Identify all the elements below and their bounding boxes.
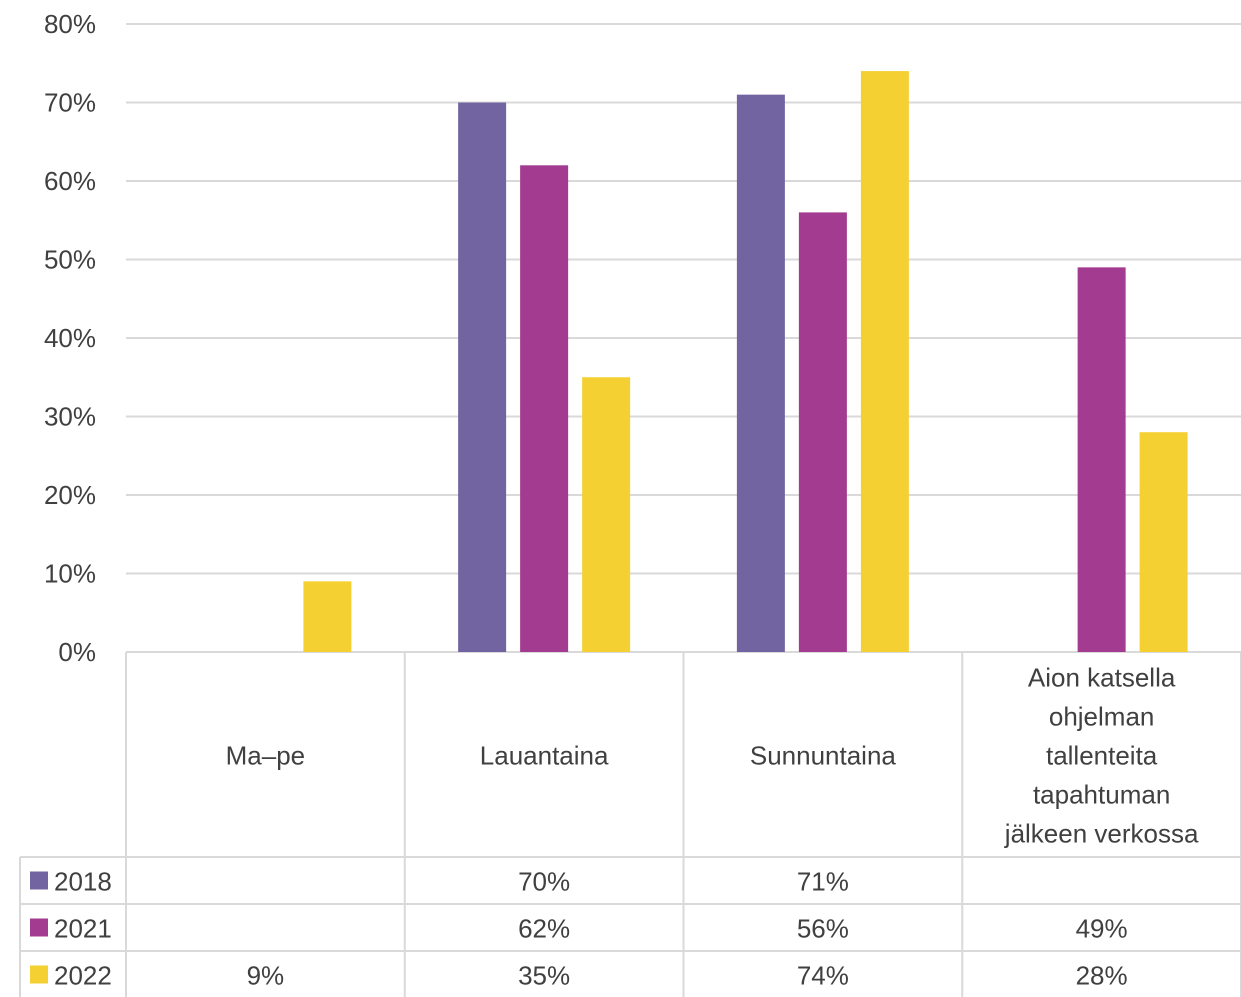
legend-label-2018: 2018 [54,867,112,897]
data-label-2021: 49% [1076,914,1128,944]
bar-2022 [303,581,352,652]
y-tick-label: 80% [44,9,96,39]
legend-label-2021: 2021 [54,914,112,944]
y-tick-label: 60% [44,166,96,196]
bar-2021 [1077,267,1126,652]
legend-label-2022: 2022 [54,961,112,991]
y-tick-label: 70% [44,88,96,118]
data-label-2018: 70% [518,867,570,897]
y-tick-label: 40% [44,323,96,353]
category-label: Lauantaina [480,741,609,771]
bar-2018 [458,102,507,652]
data-label-2021: 62% [518,914,570,944]
bar-2021 [798,212,847,652]
bar-2022 [860,71,909,653]
bar-2018 [736,94,785,652]
data-label-2022: 28% [1076,961,1128,991]
category-label: Aion katsella [1028,663,1176,693]
data-label-2022: 74% [797,961,849,991]
data-label-2022: 35% [518,961,570,991]
bar-2021 [520,165,569,653]
data-label-2021: 56% [797,914,849,944]
data-label-2018: 71% [797,867,849,897]
category-label: ohjelman [1049,702,1155,732]
category-label: jälkeen verkossa [1004,819,1199,849]
bar-2022 [582,377,631,652]
y-tick-label: 50% [44,245,96,275]
legend-swatch-2021 [30,918,48,937]
category-label: Ma–pe [226,741,306,771]
y-tick-label: 0% [58,637,96,667]
legend-swatch-2022 [30,965,48,984]
category-label: tapahtuman [1033,780,1170,810]
category-label: Sunnuntaina [750,741,897,771]
y-tick-label: 10% [44,559,96,589]
data-label-2022: 9% [247,961,285,991]
data-table: Ma–pe Lauantaina Sunnuntaina Aion katsella o… [19,652,1241,997]
y-tick-label: 20% [44,480,96,510]
category-label: tallenteita [1046,741,1158,771]
y-axis: 0% 10% 20% 30% 40% 50% 60% 70% 80% [44,9,96,667]
legend-swatch-2018 [30,871,48,890]
y-tick-label: 30% [44,402,96,432]
bars [303,71,1188,653]
gridlines [126,23,1241,653]
bar-2022 [1139,432,1188,652]
